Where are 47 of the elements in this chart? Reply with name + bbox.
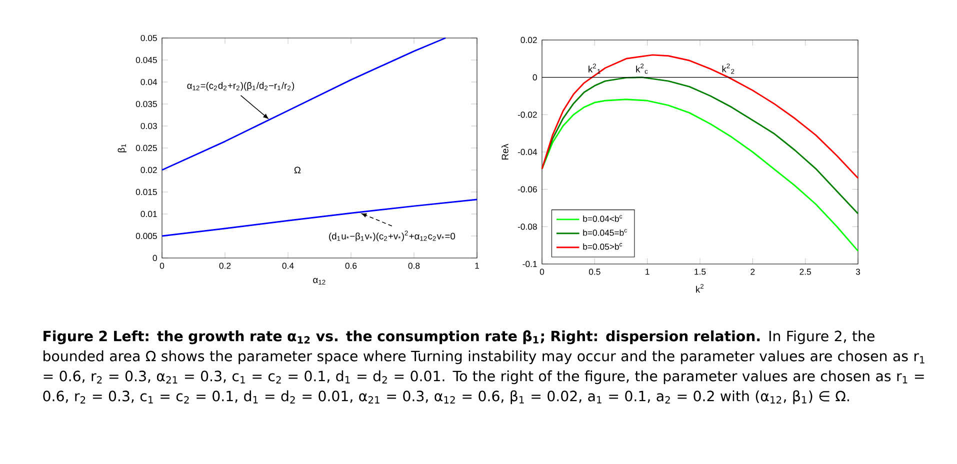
x-tick-label: 0.5 <box>588 268 600 275</box>
x-tick-label: 0 <box>540 268 544 275</box>
x-tick-label: 2.5 <box>800 268 811 275</box>
y-tick-label: 0.045 <box>136 56 157 64</box>
legend-label: b=0.04<b$^{c}$ <box>583 215 622 222</box>
text: 0.6, r$_{2}$ = 0.3, c$_{1}$ = c$_{2}$ = 0.1, d$_{1}$ = d$_{2}$ = 0.01, α$_{21}$ = 0.3, α$_{12}$ = 0.6, β$_{1}$ = 0.02, a$_{1}$ = 0.1, a$_{2}$ = 0.2 with (α$_{12}$, β$_{1}$) ∈ Ω. <box>43 390 849 404</box>
text: (d$_{1}$u$_{*}$−β$_{1}$v$_{*}$)(c$_{2}$+v$_{*}$)$^{2}$+α$_{12}$c$_{2}$v$_{*}$=0 <box>329 230 456 242</box>
x-tick-label: 1.5 <box>694 268 706 275</box>
x-tick-label: 0.8 <box>408 262 420 269</box>
x-tick-label: 0.2 <box>219 262 231 269</box>
caption: Figure 2 Left: the growth rate α$_{12}$ vs. the consumption rate β$_{1}$; Right: dispersion relation. <box>44 330 760 344</box>
y-tick-label: 0 <box>152 254 157 262</box>
annotation: Ω <box>294 166 301 174</box>
x-axis-title: α$_{12}$ <box>313 278 326 284</box>
x-axis-title: k$^{2}$ <box>696 284 704 293</box>
x-tick-label: 1 <box>475 262 479 269</box>
y-tick-label: 0.035 <box>136 100 157 108</box>
x-tick-label: 3 <box>856 268 860 275</box>
y-tick-label: -0.1 <box>522 260 537 268</box>
y-tick-label: 0.05 <box>140 34 157 42</box>
legend-label: b=0.05>b$^{c}$ <box>583 243 622 250</box>
text: α$_{12}$=(c$_{2}$d$_{2}$+r$_{2}$)(β$_{1}$/d$_{2}$−r$_{1}$/r$_{2}$) <box>187 82 294 91</box>
y-tick-label: -0.04 <box>518 148 538 156</box>
y-axis-title: Reλ <box>502 144 508 160</box>
y-tick-label: -0.08 <box>518 224 537 230</box>
x-tick-label: 0.6 <box>345 262 357 269</box>
text: bounded area Ω shows the parameter space where Turning instability may occur and the parameter values are chosen as r$_{1}$ <box>44 350 924 364</box>
text: = 0.6, r$_{2}$ = 0.3, α$_{21}$ = 0.3, c$_{1}$ = c$_{2}$ = 0.1, d$_{1}$ = d$_{2}$ = 0.01. To the right of the figure, the parameter values are chosen as r$_{1}$ = <box>44 370 924 384</box>
y-tick-label: 0.005 <box>136 232 157 240</box>
y-tick-label: -0.02 <box>518 112 537 118</box>
text: In Figure 2, the <box>769 330 874 344</box>
x-tick-label: 2 <box>750 268 755 275</box>
x-tick-label: 0.4 <box>282 262 294 269</box>
y-tick-label: 0.03 <box>140 122 157 130</box>
y-tick-label: 0.02 <box>520 36 537 44</box>
y-axis-title: β$_{1}$ <box>118 144 126 152</box>
x-tick-label: 1 <box>646 268 650 275</box>
legend-label: b=0.045=b$^{c}$ <box>583 229 627 236</box>
y-tick-label: 0.02 <box>140 166 157 174</box>
y-tick-label: 0 <box>532 74 537 80</box>
y-tick-label: 0.025 <box>136 144 157 152</box>
line-series <box>541 76 859 214</box>
y-tick-label: 0.04 <box>140 78 158 86</box>
y-tick-label: 0.015 <box>136 188 157 196</box>
y-tick-label: 0.01 <box>140 210 157 218</box>
y-tick-label: -0.06 <box>518 186 537 192</box>
x-tick-label: 0 <box>160 262 164 269</box>
